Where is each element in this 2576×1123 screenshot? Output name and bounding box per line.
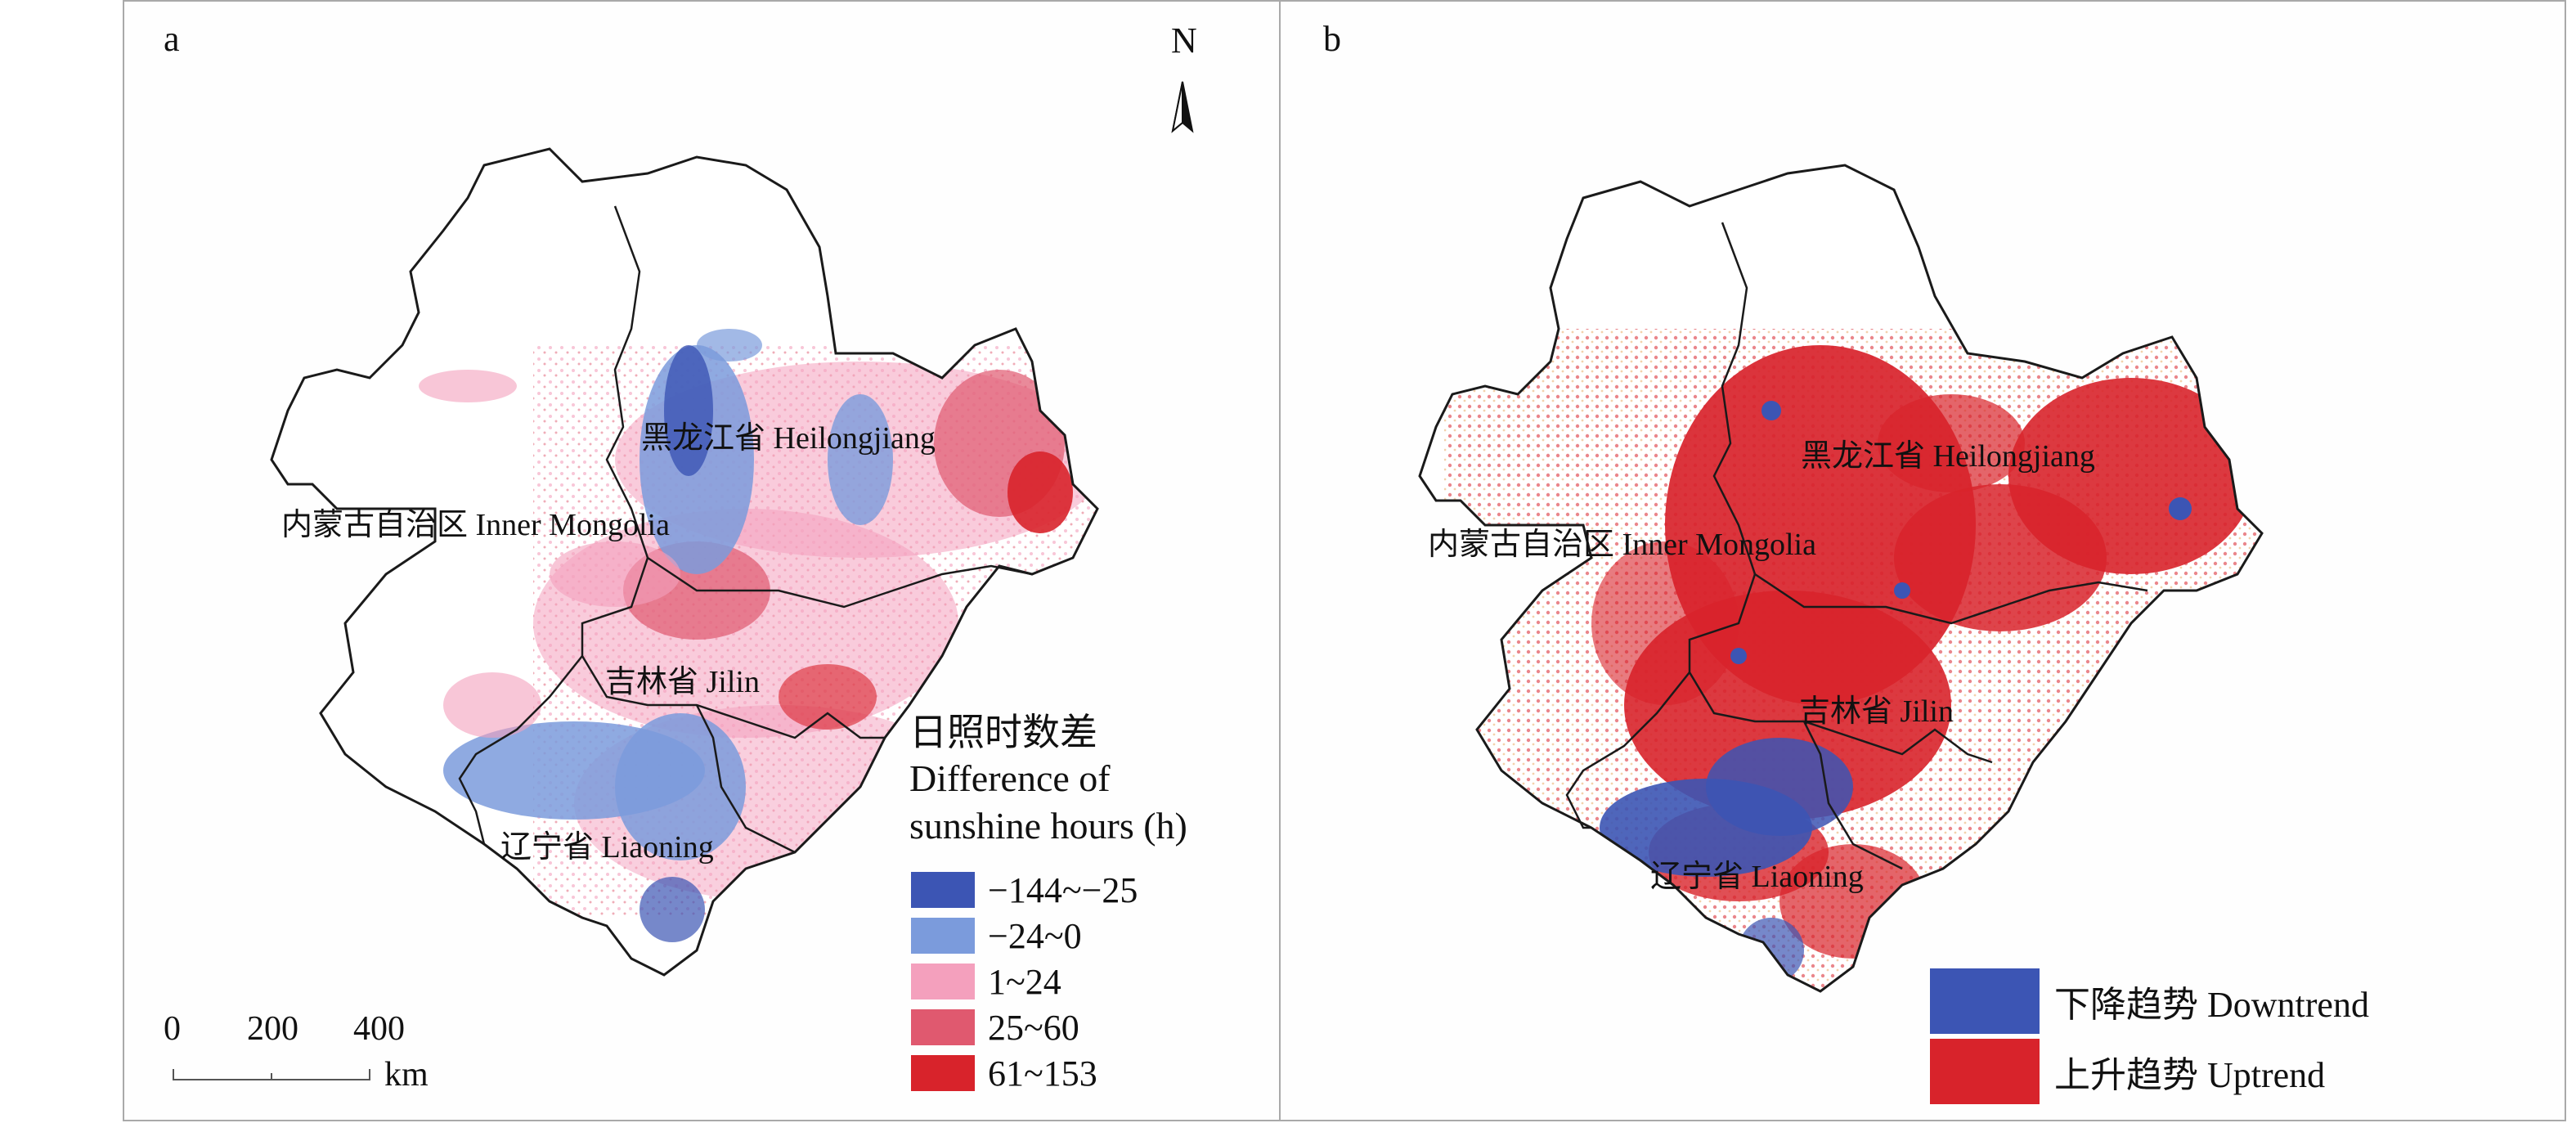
label-jilin-b: 吉林省 Jilin <box>1799 694 1954 729</box>
legend-swatch <box>911 964 975 999</box>
map-panel-a: a N 黑龙江省 Heilongjiang 内蒙古自治区 Inner Mongo… <box>123 0 1281 1121</box>
map-b-svg <box>1418 164 2264 993</box>
legend-item: 25~60 <box>911 1004 1079 1050</box>
scale-tick: 0 <box>164 1010 181 1048</box>
legend-label: 下降趋势 Downtrend <box>2054 985 2369 1025</box>
legend-label: −24~0 <box>988 915 1082 956</box>
legend-label: −144~−25 <box>988 869 1138 910</box>
legend-title-zh: 日照时数差 <box>909 712 1097 753</box>
label-inner-mongolia-b: 内蒙古自治区 Inner Mongolia <box>1428 528 1816 562</box>
scale-tick: 400 <box>353 1010 405 1048</box>
legend-item: −24~0 <box>911 913 1082 959</box>
legend-item: 下降趋势 Downtrend <box>1930 968 2369 1034</box>
map-panel-b: b 黑龙江省 Heilongjiang 内蒙古自治区 Inner Mongoli… <box>1281 0 2566 1121</box>
panel-a-label: a <box>164 19 180 59</box>
legend-swatch <box>911 1055 975 1091</box>
legend-label: 1~24 <box>988 961 1061 1002</box>
label-inner-mongolia-a: 内蒙古自治区 Inner Mongolia <box>281 508 670 542</box>
legend-title-en-2: sunshine hours (h) <box>909 805 1187 847</box>
legend-swatch <box>1930 968 2040 1034</box>
legend-swatch <box>911 1009 975 1045</box>
legend-title-en-1: Difference of <box>909 757 1111 799</box>
legend-item: 1~24 <box>911 959 1061 1004</box>
label-liaoning-b: 辽宁省 Liaoning <box>1650 860 1864 894</box>
legend-item: −144~−25 <box>911 867 1138 913</box>
legend-swatch <box>911 918 975 954</box>
legend-swatch <box>1930 1039 2040 1104</box>
legend-swatch <box>911 872 975 908</box>
label-heilongjiang-b: 黑龙江省 Heilongjiang <box>1801 439 2095 474</box>
legend-label: 61~153 <box>988 1053 1097 1094</box>
scale-tick: 200 <box>247 1010 298 1048</box>
north-label: N <box>1171 20 1197 61</box>
scale-unit: km <box>384 1056 429 1094</box>
map-a-svg <box>173 81 1194 1080</box>
panel-b-label: b <box>1323 19 1341 59</box>
legend-label: 25~60 <box>988 1007 1079 1048</box>
legend-label: 上升趋势 Uptrend <box>2054 1055 2326 1095</box>
legend-item: 61~153 <box>911 1050 1097 1096</box>
label-liaoning-a: 辽宁省 Liaoning <box>500 830 714 865</box>
label-jilin-a: 吉林省 Jilin <box>605 665 760 699</box>
legend-item: 上升趋势 Uptrend <box>1930 1039 2325 1104</box>
label-heilongjiang-a: 黑龙江省 Heilongjiang <box>641 421 936 456</box>
